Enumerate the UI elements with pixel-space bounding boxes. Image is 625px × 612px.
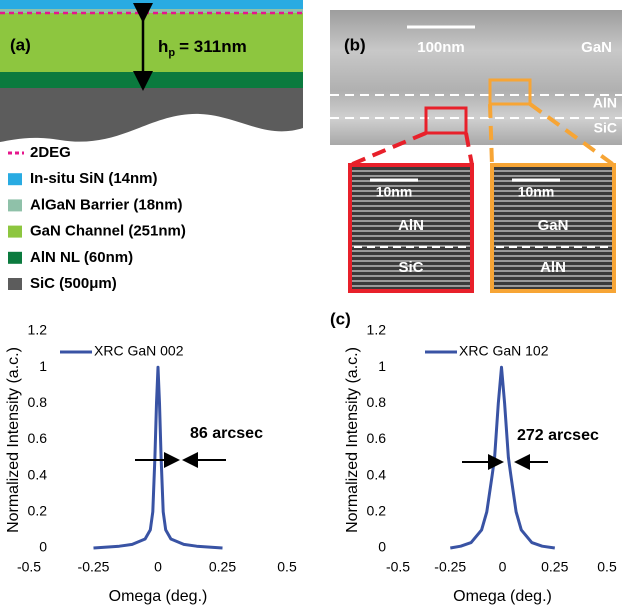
legend-label: In-situ SiN (14nm)	[30, 170, 158, 187]
region-label: SiC	[398, 259, 423, 276]
legend-swatch	[8, 199, 22, 211]
layer-sic	[0, 88, 303, 142]
region-label: GaN	[538, 217, 569, 234]
panel-label: (a)	[10, 35, 31, 54]
region-label: GaN	[581, 39, 612, 56]
panel-a: (a) hp = 311nm 2DEG In-situ SiN (14nm) AlGa…	[0, 0, 303, 292]
y-tick-label: 1.2	[28, 322, 48, 338]
legend-label: XRC GaN 002	[94, 343, 184, 359]
zoom-line	[490, 104, 492, 165]
series-line	[94, 367, 223, 548]
height-value: = 311nm	[179, 37, 247, 56]
y-tick-label: 0.6	[367, 430, 387, 446]
x-tick-label: 0.25	[541, 559, 568, 575]
legend-label: AlGaN Barrier (18nm)	[30, 196, 183, 213]
x-axis-label: Omega (deg.)	[109, 588, 208, 605]
region-label: SiC	[594, 120, 617, 136]
legend-label: XRC GaN 102	[459, 343, 549, 359]
annotation: 86 arcsec	[190, 425, 263, 442]
height-subscript: p	[168, 47, 175, 59]
x-tick-label: 0	[154, 559, 162, 575]
panel-label: (b)	[344, 35, 366, 54]
layer-gan	[0, 13, 303, 72]
figure: (a) hp = 311nm 2DEG In-situ SiN (14nm) AlGa…	[0, 0, 625, 612]
legend-swatch	[8, 226, 22, 238]
region-label: AlN	[593, 95, 617, 111]
x-tick-label: 0.5	[277, 559, 297, 575]
layer-stack	[0, 0, 303, 142]
annotation: 272 arcsec	[517, 427, 599, 444]
x-tick-label: 0	[499, 559, 507, 575]
x-tick-label: 0.25	[209, 559, 236, 575]
x-axis-label: Omega (deg.)	[453, 588, 552, 605]
x-tick-label: -0.5	[386, 559, 410, 575]
legend-label: AlN NL (60nm)	[30, 249, 133, 266]
y-tick-label: 0.8	[367, 394, 387, 410]
y-tick-label: 1	[378, 358, 386, 374]
x-tick-label: -0.5	[17, 559, 41, 575]
region-label: AlN	[540, 259, 566, 276]
scale-text: 100nm	[417, 39, 465, 56]
y-tick-label: 0.8	[28, 394, 48, 410]
y-tick-label: 1	[39, 358, 47, 374]
y-tick-label: 0	[378, 539, 386, 555]
y-tick-label: 0.6	[28, 430, 48, 446]
series-line	[450, 367, 555, 548]
legend-label: SiC (500μm)	[30, 275, 117, 292]
legend-swatch	[8, 278, 22, 290]
height-symbol: h	[158, 37, 168, 56]
legend-swatch	[8, 252, 22, 264]
legend-swatch	[8, 173, 22, 185]
x-tick-label: -0.25	[434, 559, 466, 575]
y-tick-label: 0.4	[367, 466, 387, 482]
y-tick-label: 0	[39, 539, 47, 555]
panel-b: 100nm (b) GaN AlN SiC 10nm AlN SiC 10nm GaN A…	[330, 10, 622, 291]
y-tick-label: 0.2	[28, 503, 48, 519]
layer-sin	[0, 0, 303, 9]
scale-text: 10nm	[376, 184, 413, 200]
x-tick-label: 0.5	[597, 559, 617, 575]
y-tick-label: 0.4	[28, 466, 48, 482]
x-tick-label: -0.25	[78, 559, 110, 575]
y-tick-label: 0.2	[367, 503, 387, 519]
region-label: AlN	[398, 217, 424, 234]
y-axis-label: Normalized Intensity (a.c.)	[344, 347, 361, 533]
panel-label: (c)	[330, 309, 351, 328]
layer-aln	[0, 72, 303, 88]
legend-label: GaN Channel (251nm)	[30, 223, 186, 240]
legend-label: 2DEG	[30, 144, 71, 161]
scale-text: 10nm	[518, 184, 555, 200]
y-tick-label: 1.2	[367, 322, 387, 338]
y-axis-label: Normalized Intensity (a.c.)	[5, 347, 22, 533]
tem-image	[330, 10, 622, 145]
